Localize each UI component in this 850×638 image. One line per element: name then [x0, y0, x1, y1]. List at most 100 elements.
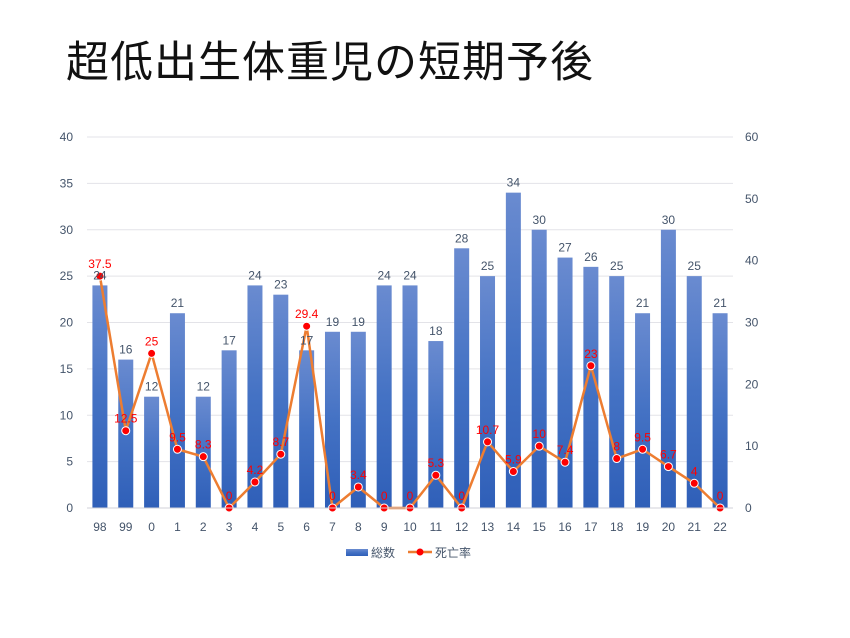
y-left-tick-label: 40 [60, 130, 74, 144]
bar [299, 350, 315, 508]
bar [609, 276, 625, 508]
bar [402, 285, 418, 508]
line-data-label: 37.5 [88, 257, 112, 271]
line-point [638, 444, 648, 454]
legend-marker [416, 548, 424, 556]
bar [428, 341, 444, 508]
x-tick-label: 7 [329, 520, 336, 534]
line-data-label: 0 [407, 489, 414, 503]
bar-data-label: 30 [533, 213, 547, 227]
bar-data-label: 27 [558, 241, 572, 255]
x-tick-label: 21 [688, 520, 702, 534]
line-point [250, 477, 260, 487]
x-tick-label: 14 [507, 520, 521, 534]
line-data-label: 0 [226, 489, 233, 503]
line-data-label: 0 [717, 489, 724, 503]
legend-label: 総数 [371, 545, 395, 560]
line-point [508, 467, 518, 477]
bar-data-label: 26 [584, 250, 598, 264]
line-point [147, 348, 157, 358]
line-data-label: 0 [329, 489, 336, 503]
bar-data-label: 12 [145, 380, 159, 394]
line-data-label: 12.5 [114, 412, 138, 426]
y-left-tick-label: 0 [66, 501, 73, 515]
line-point [586, 361, 596, 371]
legend-label: 死亡率 [435, 545, 471, 560]
x-tick-label: 18 [610, 520, 624, 534]
line-point [483, 437, 493, 447]
x-tick-label: 20 [662, 520, 676, 534]
bar-data-label: 24 [403, 268, 417, 282]
bar-data-label: 17 [222, 333, 236, 347]
x-tick-label: 15 [533, 520, 547, 534]
x-tick-label: 10 [403, 520, 417, 534]
bar [324, 331, 340, 508]
bar [583, 266, 599, 508]
line-point [560, 457, 570, 467]
x-tick-label: 99 [119, 520, 133, 534]
line-data-label: 4.2 [247, 463, 264, 477]
x-tick-label: 4 [252, 520, 259, 534]
y-right-tick-label: 20 [745, 377, 759, 391]
y-right-tick-label: 50 [745, 192, 759, 206]
bar [376, 285, 392, 508]
legend-bar-swatch [346, 549, 368, 556]
bar [557, 257, 573, 508]
x-tick-label: 8 [355, 520, 362, 534]
line-point [198, 452, 208, 462]
bar [712, 313, 728, 508]
chart-title: 超低出生体重児の短期予後 [66, 38, 594, 88]
line-data-label: 7.4 [557, 443, 574, 457]
bar [660, 229, 676, 508]
bar-data-label: 16 [119, 343, 133, 357]
line-data-label: 8.7 [272, 435, 289, 449]
bar [686, 276, 702, 508]
y-left-tick-label: 20 [60, 316, 74, 330]
bar-data-label: 23 [274, 278, 288, 292]
bar [531, 229, 547, 508]
y-left-tick-label: 25 [60, 269, 74, 283]
line-data-label: 29.4 [295, 307, 319, 321]
bar-data-label: 28 [455, 231, 469, 245]
x-tick-label: 2 [200, 520, 207, 534]
line-data-label: 4 [691, 464, 698, 478]
line-point [95, 271, 105, 281]
x-tick-label: 9 [381, 520, 388, 534]
line-data-label: 0 [458, 489, 465, 503]
bar [92, 285, 108, 508]
line-data-label: 5.9 [505, 453, 522, 467]
y-right-tick-label: 30 [745, 316, 759, 330]
x-tick-label: 11 [430, 520, 443, 534]
line-data-label: 9.5 [169, 430, 186, 444]
line-point [172, 444, 182, 454]
line-point [121, 426, 131, 436]
bar-data-label: 21 [171, 296, 185, 310]
x-tick-label: 19 [636, 520, 650, 534]
bar [350, 331, 366, 508]
line-point [302, 321, 312, 331]
line-point [353, 482, 363, 492]
line-data-label: 10 [533, 427, 547, 441]
y-right-tick-label: 0 [745, 501, 752, 515]
line-data-label: 10.7 [476, 423, 500, 437]
bar-data-label: 12 [197, 380, 211, 394]
line-data-label: 5.3 [427, 456, 444, 470]
line-data-label: 8.3 [195, 438, 212, 452]
line-point [431, 470, 441, 480]
x-tick-label: 98 [93, 520, 107, 534]
bar [247, 285, 263, 508]
y-left-tick-label: 30 [60, 223, 74, 237]
y-left-tick-label: 15 [60, 362, 74, 376]
y-left-tick-label: 35 [60, 176, 74, 190]
line-point [534, 441, 544, 451]
bar-data-label: 24 [377, 268, 391, 282]
x-tick-label: 6 [303, 520, 310, 534]
bar-data-label: 21 [636, 296, 650, 310]
x-tick-label: 3 [226, 520, 233, 534]
y-left-tick-label: 10 [60, 408, 74, 422]
x-tick-label: 12 [455, 520, 469, 534]
bar [480, 276, 496, 508]
x-tick-label: 22 [713, 520, 727, 534]
bar-data-label: 18 [429, 324, 443, 338]
y-left-tick-label: 5 [66, 455, 73, 469]
